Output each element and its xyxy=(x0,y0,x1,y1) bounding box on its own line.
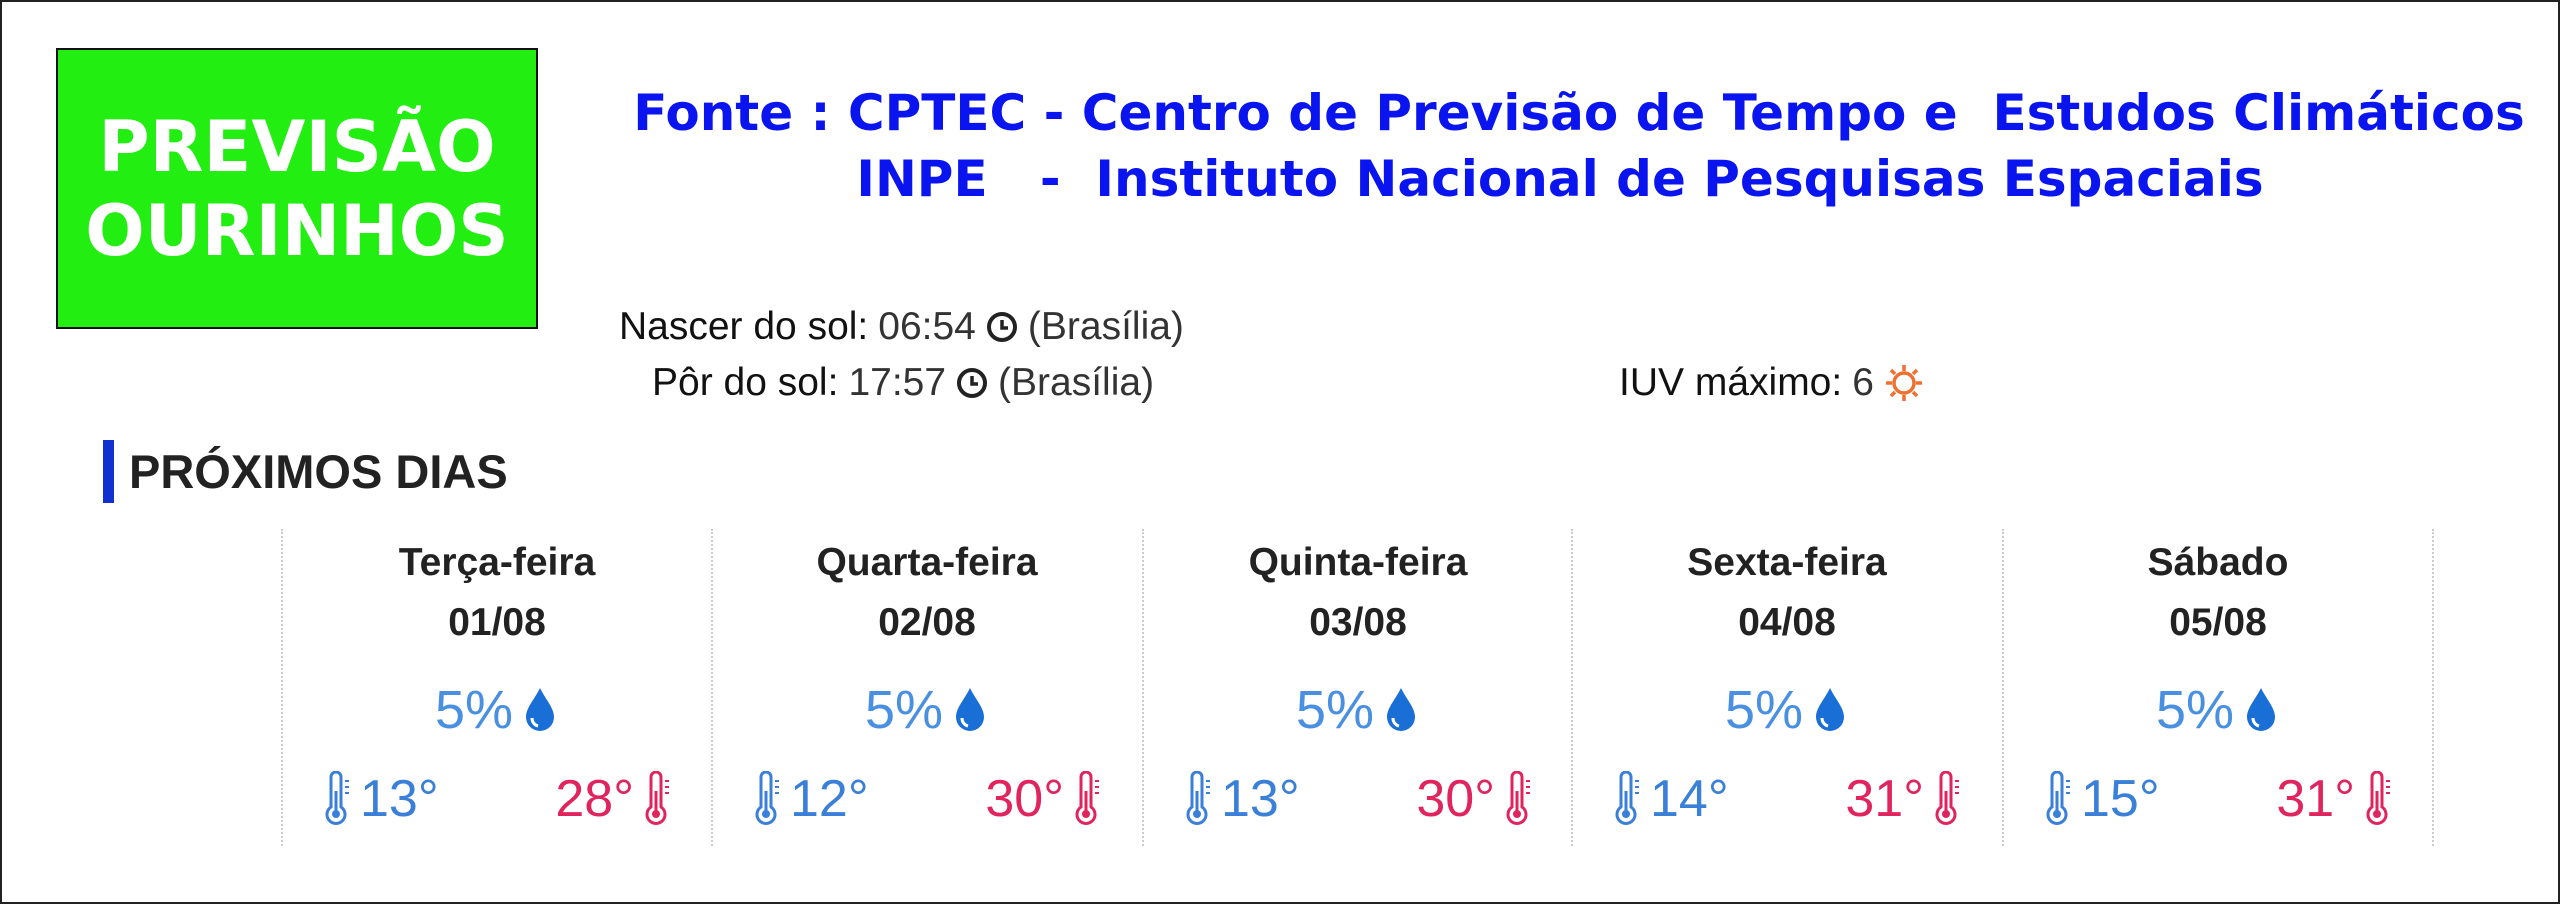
rain-chance: 5% xyxy=(712,679,1142,741)
thermometer-icon xyxy=(755,771,779,825)
max-temp: 30° xyxy=(1416,769,1533,829)
rain-value: 5% xyxy=(1724,680,1804,740)
column-divider xyxy=(1142,529,1144,846)
source-line: Fonte : CPTEC - Centro de Previsão de Te… xyxy=(633,84,2525,142)
uv-value: 6 xyxy=(1852,361,1874,404)
day-date: 03/08 xyxy=(1309,601,1407,644)
min-value: 15° xyxy=(2081,770,2160,828)
thermometer-icon xyxy=(1615,771,1639,825)
label: IUV máximo: xyxy=(1619,361,1843,404)
column-divider xyxy=(711,529,713,846)
sunrise: Nascer do sol: 06:54 (Brasília) xyxy=(619,305,1184,349)
max-temp: 28° xyxy=(555,769,672,829)
rain-chance: 5% xyxy=(2003,679,2433,741)
max-temp: 30° xyxy=(985,769,1102,829)
rain-chance: 5% xyxy=(282,679,712,741)
rain-chance: 5% xyxy=(1572,679,2002,741)
thermometer-icon xyxy=(2046,771,2070,825)
max-value: 28° xyxy=(555,770,634,828)
thermometer-icon xyxy=(1075,771,1099,825)
column-divider xyxy=(2002,529,2004,846)
day-column: Quarta-feira 02/08 5% 12° 30° xyxy=(712,529,1142,846)
day-name: Quinta-feira xyxy=(1248,541,1468,584)
rain-value: 5% xyxy=(2155,680,2235,740)
column-divider xyxy=(1571,529,1573,846)
section-title: PRÓXIMOS DIAS xyxy=(129,445,508,498)
zone: (Brasília) xyxy=(998,361,1155,404)
day-column: Sábado 05/08 5% 15° 31° xyxy=(2003,529,2433,846)
column-divider xyxy=(281,529,283,846)
day-date: 02/08 xyxy=(878,601,976,644)
max-value: 31° xyxy=(1845,770,1924,828)
heading-bar xyxy=(103,440,114,503)
badge: PREVISÃO OURINHOS xyxy=(56,48,538,329)
day-column: Quinta-feira 03/08 5% 13° 30° xyxy=(1143,529,1573,846)
thermometer-icon xyxy=(2366,771,2390,825)
label: Nascer do sol: xyxy=(619,305,869,348)
source-line: INPE - Instituto Nacional de Pesquisas E… xyxy=(856,150,2264,208)
rain-value: 5% xyxy=(1295,680,1375,740)
badge-line: OURINHOS xyxy=(85,189,509,272)
clock-icon xyxy=(957,368,988,398)
label: Pôr do sol: xyxy=(652,361,839,404)
drop-icon xyxy=(526,688,555,731)
sun-icon xyxy=(1885,365,1922,401)
min-temp: 15° xyxy=(2043,769,2160,829)
day-date: 01/08 xyxy=(448,601,546,644)
thermometer-icon xyxy=(1506,771,1530,825)
column-divider xyxy=(2432,529,2434,846)
thermometer-icon xyxy=(1935,771,1959,825)
drop-icon xyxy=(1387,688,1416,731)
min-temp: 13° xyxy=(322,769,439,829)
min-temp: 12° xyxy=(752,769,869,829)
drop-icon xyxy=(956,688,985,731)
drop-icon xyxy=(2247,688,2276,731)
rain-chance: 5% xyxy=(1143,679,1573,741)
day-name: Sexta-feira xyxy=(1687,541,1887,584)
clock-icon xyxy=(986,312,1017,342)
rain-value: 5% xyxy=(434,680,514,740)
day-column: Sexta-feira 04/08 5% 14° 31° xyxy=(1572,529,2002,846)
min-temp: 14° xyxy=(1612,769,1729,829)
rain-value: 5% xyxy=(864,680,944,740)
max-temp: 31° xyxy=(1845,769,1962,829)
badge-line: PREVISÃO xyxy=(98,105,496,188)
min-value: 13° xyxy=(1221,770,1300,828)
min-temp: 13° xyxy=(1183,769,1300,829)
thermometer-icon xyxy=(645,771,669,825)
min-value: 12° xyxy=(790,770,869,828)
thermometer-icon xyxy=(325,771,349,825)
min-value: 14° xyxy=(1650,770,1729,828)
time: 17:57 xyxy=(848,361,947,404)
max-value: 30° xyxy=(1416,770,1495,828)
sunset: Pôr do sol: 17:57 (Brasília) xyxy=(652,361,1154,405)
day-name: Quarta-feira xyxy=(816,541,1038,584)
day-date: 04/08 xyxy=(1738,601,1836,644)
uv-index: IUV máximo: 6 xyxy=(1619,361,1924,405)
time: 06:54 xyxy=(878,305,976,348)
zone: (Brasília) xyxy=(1027,305,1184,348)
max-value: 31° xyxy=(2276,770,2355,828)
max-value: 30° xyxy=(985,770,1064,828)
max-temp: 31° xyxy=(2276,769,2393,829)
day-name: Terça-feira xyxy=(398,541,596,584)
drop-icon xyxy=(1816,688,1845,731)
day-date: 05/08 xyxy=(2169,601,2267,644)
thermometer-icon xyxy=(1186,771,1210,825)
min-value: 13° xyxy=(360,770,439,828)
day-name: Sábado xyxy=(2147,541,2289,584)
day-column: Terça-feira 01/08 5% 13° 28° xyxy=(282,529,712,846)
